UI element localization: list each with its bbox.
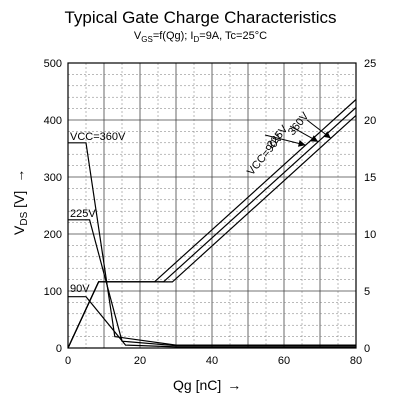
grid-lines: [67, 62, 357, 349]
leader-arrowhead: [323, 131, 331, 139]
y-tick-label-left: 300: [44, 172, 62, 184]
y-tick-label-left: 100: [44, 286, 62, 298]
plot-frame: [67, 62, 357, 349]
label-vgs-360v: 360V: [286, 110, 312, 138]
y-tick-label-left: 0: [56, 343, 62, 355]
x-tick-labels: 0 20 40 60 80: [65, 355, 362, 367]
x-tick-label: 40: [206, 355, 218, 367]
vds-series-line: [68, 296, 356, 348]
y-tick-labels-right: 0 5 10 15 20 25: [364, 58, 376, 355]
label-vds-90v: 90V: [70, 283, 90, 295]
y-tick-label-left: 500: [44, 58, 62, 70]
chart-title: Typical Gate Charge Characteristics: [64, 8, 337, 27]
y-tick-label-right: 15: [364, 172, 376, 184]
label-vds-360v: VCC=360V: [70, 131, 126, 143]
y-tick-label-right: 10: [364, 229, 376, 241]
chart-subtitle: VGS=f(Qg); ID=9A, Tc=25°C: [133, 30, 268, 45]
x-tick-label: 0: [65, 355, 71, 367]
y-tick-label-right: 25: [364, 58, 376, 70]
y-tick-label-right: 5: [364, 286, 370, 298]
y-tick-label-left: 200: [44, 229, 62, 241]
y-tick-label-right: 20: [364, 115, 376, 127]
y-tick-label-right: 0: [364, 343, 370, 355]
leader-arrowhead: [297, 139, 306, 147]
y-tick-label-left: 400: [44, 115, 62, 127]
vgs-series-line: [67, 114, 357, 349]
x-tick-label: 60: [278, 355, 290, 367]
x-tick-label: 20: [134, 355, 146, 367]
series-lines: [67, 99, 357, 349]
label-vds-225v: 225V: [70, 208, 96, 220]
x-axis-label: Qg [nC] →: [173, 377, 241, 393]
y-axis-label-left: VDS [V]→: [11, 169, 30, 235]
leader-arrowhead: [310, 135, 319, 142]
x-tick-label: 80: [350, 355, 362, 367]
y-tick-labels-left: 0 100 200 300 400 500: [44, 58, 62, 355]
